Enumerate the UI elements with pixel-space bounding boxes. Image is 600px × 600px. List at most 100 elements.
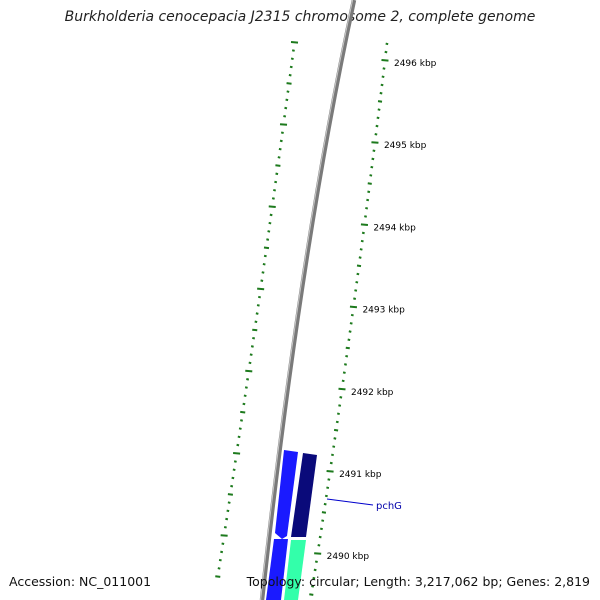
tick-mark [358, 256, 362, 259]
gene-features [266, 450, 317, 600]
tick-mark [262, 262, 266, 266]
tick-mark [361, 231, 365, 235]
tick-mark [384, 50, 388, 54]
tick-mark [350, 313, 354, 317]
chromosome-backbone [259, 0, 357, 600]
tick-mark [359, 248, 363, 251]
tick-mark [242, 402, 246, 406]
kbp-tick-label: 2495 kbp [384, 141, 427, 151]
tick-mark [333, 428, 339, 432]
tick-mark [377, 108, 381, 111]
tick-mark [266, 238, 270, 241]
tick-mark [335, 420, 339, 424]
tick-mark [329, 461, 333, 465]
tick-mark [231, 476, 235, 480]
tick-mark [333, 437, 337, 440]
tick-mark [227, 493, 234, 496]
tick-mark [225, 517, 229, 521]
tick-mark [381, 59, 389, 62]
tick-mark [336, 412, 340, 416]
tick-mark [243, 394, 247, 398]
kbp-tick-label: 2490 kbp [327, 552, 370, 562]
tick-mark [354, 289, 358, 292]
tick-mark [367, 190, 371, 194]
tick-mark [347, 338, 351, 342]
tick-mark [279, 123, 288, 126]
tick-mark [237, 435, 241, 439]
gene-feature-forward-upper[interactable] [275, 450, 298, 539]
tick-mark [285, 98, 289, 102]
tick-mark [226, 509, 230, 513]
tick-mark [369, 174, 373, 177]
tick-mark [263, 246, 270, 250]
tick-mark [332, 445, 336, 448]
tick-mark [314, 560, 318, 563]
kbp-tick-label: 2491 kbp [339, 470, 382, 480]
tick-mark [331, 453, 334, 457]
gene-feature-teal[interactable] [284, 540, 306, 600]
tick-mark [269, 213, 273, 217]
tick-mark [326, 470, 334, 473]
tick-mark [288, 73, 292, 77]
tick-mark [238, 427, 242, 430]
tick-mark [280, 131, 284, 134]
accession-text: Accession: NC_011001 [9, 574, 152, 589]
tick-mark [275, 164, 281, 167]
tick-mark [345, 354, 349, 358]
tick-mark [353, 297, 357, 300]
tick-mark [375, 124, 379, 128]
tick-mark [220, 534, 228, 537]
tick-mark [338, 387, 346, 391]
tick-mark [377, 100, 383, 103]
tick-mark [250, 345, 254, 348]
tick-mark [323, 502, 327, 506]
tick-mark [343, 363, 347, 366]
tick-mark [374, 133, 378, 136]
tick-mark [345, 346, 350, 350]
tick-mark [244, 386, 248, 389]
tick-mark [286, 90, 290, 93]
kbp-tick-label: 2496 kbp [394, 59, 437, 69]
tick-mark [260, 279, 264, 282]
tick-mark [360, 239, 364, 243]
tick-mark [275, 172, 279, 176]
tick-mark [372, 149, 376, 152]
gene-feature-forward-lower[interactable] [266, 539, 288, 600]
tick-mark [385, 42, 389, 46]
tick-mark [349, 305, 358, 309]
tick-mark [290, 57, 294, 61]
tick-mark [317, 544, 321, 547]
tick-mark [376, 116, 380, 120]
tick-mark [371, 157, 375, 161]
tick-mark [319, 527, 323, 531]
tick-mark [236, 443, 240, 447]
tick-mark [318, 535, 322, 539]
kbp-tick-label: 2492 kbp [351, 388, 394, 398]
tick-mark [252, 336, 256, 340]
tick-mark [256, 304, 260, 307]
gene-label-pchG[interactable]: pchG [376, 501, 402, 512]
tick-mark [257, 287, 265, 291]
tick-mark [257, 295, 261, 299]
tick-mark [371, 141, 379, 144]
tick-mark [246, 378, 250, 381]
tick-mark [370, 165, 374, 169]
tick-mark [277, 156, 281, 159]
tick-mark [321, 519, 325, 522]
tick-mark [286, 82, 292, 85]
tick-mark [278, 147, 282, 151]
tick-mark [249, 353, 253, 356]
tick-mark [365, 206, 369, 210]
tick-mark [324, 494, 328, 498]
tick-mark [252, 328, 258, 332]
gene-label-leader-line [326, 498, 374, 506]
gene-feature-pchG[interactable] [291, 453, 317, 537]
tick-mark [240, 410, 246, 414]
tick-mark [356, 264, 362, 268]
tick-mark [245, 369, 253, 373]
tick-mark [218, 558, 222, 562]
tick-mark [321, 511, 327, 514]
kbp-tick-label: 2494 kbp [373, 223, 416, 233]
tick-mark [312, 576, 316, 580]
tick-mark [327, 478, 331, 481]
